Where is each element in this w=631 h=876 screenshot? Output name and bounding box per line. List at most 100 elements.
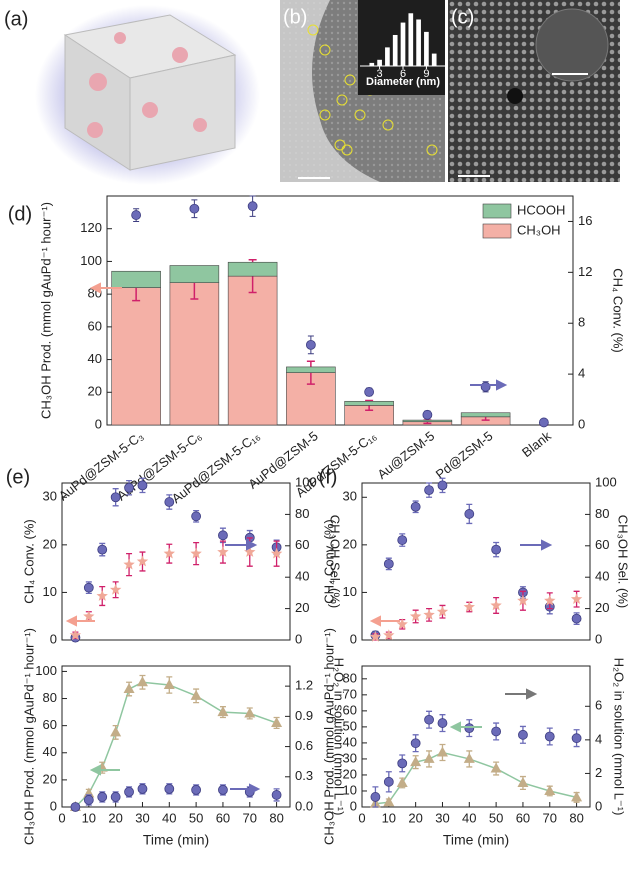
panel-label: (f) — [319, 466, 338, 488]
star-point — [517, 594, 529, 606]
y-tick-label: 20 — [343, 536, 357, 551]
axis-arrow — [230, 783, 261, 795]
y-tick-label: 40 — [88, 351, 102, 366]
y-tick-label: 30 — [343, 750, 357, 765]
bar-segment — [227, 261, 278, 277]
y2-tick-label: 0 — [595, 798, 602, 813]
zeolite-illustration — [35, 5, 260, 185]
x-tick-label: 30 — [135, 810, 149, 825]
star-point — [369, 630, 382, 642]
y-tick-label: 0 — [350, 798, 357, 813]
star-point — [436, 605, 449, 617]
triangle-point — [190, 689, 202, 700]
y-tick-label: 20 — [43, 771, 57, 786]
triangle-point — [163, 678, 175, 689]
x-tick-label: 70 — [543, 810, 557, 825]
circle-point — [437, 718, 448, 728]
star-point — [190, 547, 202, 559]
axis-arrow — [470, 379, 508, 391]
x-tick-label: Blank — [519, 428, 554, 460]
y-axis-label: CH₃OH Prod. (mmol gAuPd⁻¹ hour⁻¹) — [21, 628, 36, 845]
bar-segment — [169, 265, 220, 283]
bar-segment — [344, 400, 394, 406]
triangle-point — [571, 791, 583, 802]
bar-segment — [111, 270, 161, 288]
triangle-point — [396, 776, 408, 787]
circle-point — [437, 480, 448, 491]
circle-point — [491, 544, 502, 555]
x-tick-label: 50 — [189, 810, 203, 825]
star-point — [96, 590, 108, 601]
y2-tick-label: 20 — [295, 600, 309, 615]
triangle-point — [410, 756, 422, 767]
y-tick-label: 40 — [43, 744, 57, 759]
star-point — [109, 583, 122, 595]
plot-frame — [106, 195, 574, 426]
x-tick-label: 80 — [569, 810, 583, 825]
panel-label: (e) — [6, 466, 30, 488]
triangle-point — [423, 752, 435, 763]
triangle-point — [217, 706, 229, 717]
y-tick-label: 30 — [343, 489, 357, 504]
y2-axis-label: CH₄ Conv. (%) — [611, 268, 626, 353]
y-axis-label: CH₃OH Prod. (mmol gAuPd⁻¹ hour⁻¹) — [321, 628, 336, 845]
plot-frame — [61, 665, 291, 808]
y-tick-label: 70 — [343, 686, 357, 701]
y-tick-label: 20 — [343, 766, 357, 781]
y-tick-label: 10 — [343, 782, 357, 797]
circle-point — [247, 201, 258, 212]
circle-point — [480, 381, 491, 392]
x-tick-label: 10 — [82, 810, 96, 825]
circle-point — [383, 776, 394, 787]
histogram-bar — [424, 31, 429, 66]
y-tick-label: 10 — [343, 584, 357, 599]
x-tick-label: Pd@ZSM-5 — [433, 428, 496, 482]
y2-tick-label: 1.2 — [295, 678, 313, 693]
circle-point — [124, 482, 134, 493]
x-tick-label: 40 — [462, 810, 476, 825]
y2-tick-label: 100 — [295, 474, 317, 489]
axis-arrow — [520, 539, 553, 551]
star-point — [463, 601, 475, 612]
circle-point — [383, 558, 394, 569]
circle-point — [191, 784, 202, 795]
x-tick-label: 60 — [216, 810, 230, 825]
triangle-point — [136, 676, 148, 687]
x-tick-label: 20 — [108, 810, 122, 825]
circle-point — [538, 417, 549, 428]
star-point — [383, 629, 395, 641]
legend-swatch — [482, 223, 512, 239]
circle-point — [164, 783, 175, 794]
histogram-bar — [431, 53, 437, 66]
y2-tick-label: 0.3 — [295, 768, 313, 783]
y2-tick-label: 4 — [578, 366, 585, 381]
x-tick-label: 0 — [358, 810, 365, 825]
y2-tick-label: 0.6 — [295, 738, 313, 753]
histogram-bar — [408, 13, 414, 66]
y-axis-label: CH₄ Conv. (%) — [321, 519, 336, 604]
star-point — [570, 593, 583, 604]
circle-point — [164, 497, 175, 507]
plot-frame — [361, 482, 591, 641]
circle-point — [131, 210, 142, 220]
bar-segment — [460, 412, 511, 418]
triangle-point — [436, 746, 448, 757]
star-point — [83, 610, 95, 622]
plot-frame — [61, 482, 291, 641]
tem-image — [280, 0, 445, 182]
y-tick-label: 60 — [43, 717, 57, 732]
y2-tick-label: 12 — [578, 264, 592, 279]
star-point — [244, 546, 256, 557]
y-tick-label: 20 — [43, 536, 57, 551]
histogram-bar — [385, 47, 390, 66]
circle-point — [137, 783, 148, 794]
circle-point — [424, 485, 434, 496]
circle-point — [422, 409, 433, 420]
y2-tick-label: 40 — [295, 569, 309, 584]
legend-label: HCOOH — [517, 202, 565, 217]
y-tick-label: 20 — [88, 384, 102, 399]
panel-label: (b) — [283, 6, 307, 28]
y-tick-label: 60 — [343, 702, 357, 717]
star-point — [136, 555, 149, 567]
